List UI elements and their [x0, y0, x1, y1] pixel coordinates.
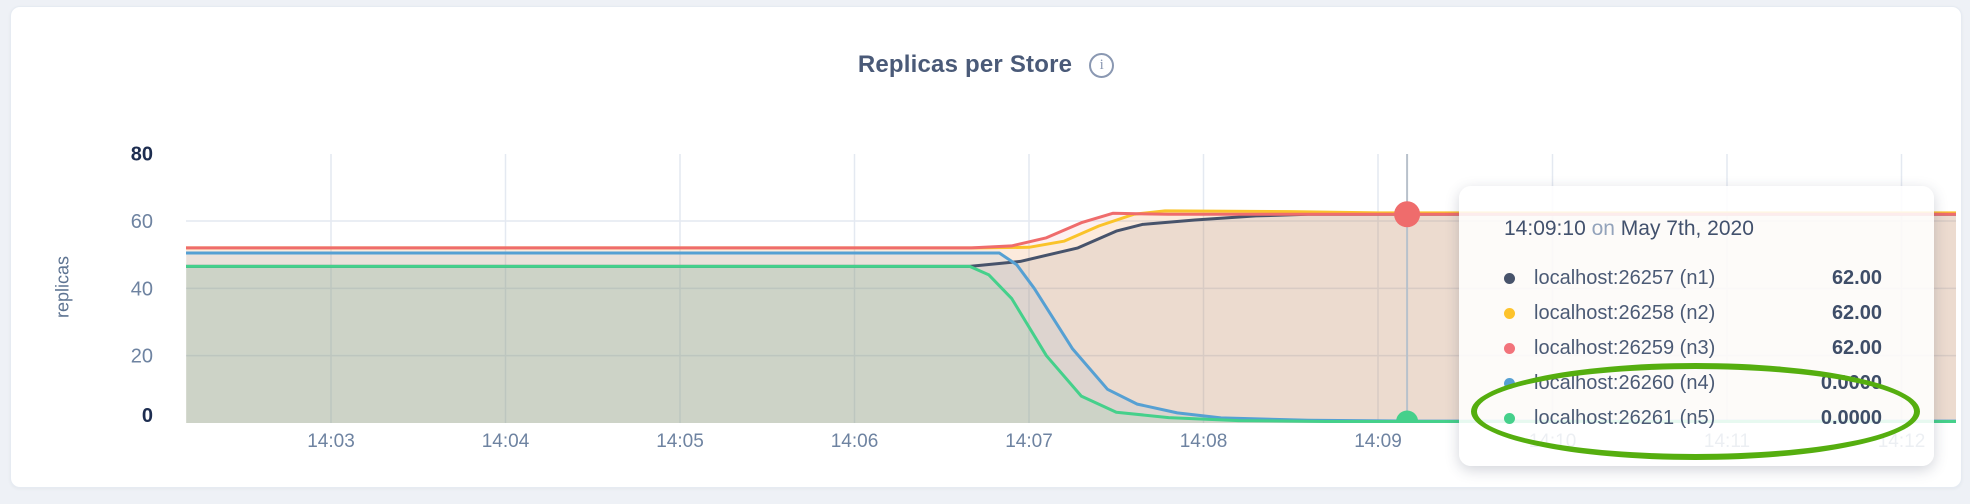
series-value: 62.00 — [1831, 337, 1882, 359]
svg-text:60: 60 — [131, 211, 153, 233]
tooltip-date: May 7th, 2020 — [1620, 217, 1754, 240]
tooltip-row: localhost:26259 (n3) 62.00 — [1504, 331, 1882, 366]
svg-text:14:06: 14:06 — [831, 431, 879, 452]
series-value: 62.00 — [1831, 267, 1882, 289]
series-color-dot — [1504, 343, 1515, 354]
svg-text:40: 40 — [131, 278, 153, 300]
info-icon[interactable]: i — [1089, 52, 1115, 78]
chart-card: Replicas per Store i replicas 0 20 40 60 80 1… — [10, 6, 1962, 488]
hover-markers — [1394, 201, 1421, 423]
series-color-dot — [1504, 308, 1515, 319]
highlight-ellipse — [1471, 363, 1920, 460]
series-color-dot — [1504, 273, 1515, 284]
tooltip-time: 14:09:10 — [1504, 217, 1586, 240]
series-lines — [186, 209, 1956, 423]
series-label: localhost:26259 (n3) — [1534, 337, 1716, 359]
chart-title: Replicas per Store — [857, 51, 1073, 78]
series-value: 62.00 — [1831, 302, 1882, 324]
svg-text:80: 80 — [131, 144, 153, 166]
tooltip-row: localhost:26257 (n1) 62.00 — [1504, 261, 1882, 296]
series-label: localhost:26257 (n1) — [1534, 267, 1716, 289]
svg-text:14:03: 14:03 — [307, 431, 355, 452]
svg-text:14:04: 14:04 — [482, 431, 530, 452]
svg-text:14:07: 14:07 — [1005, 431, 1053, 452]
tooltip-on-word: on — [1591, 217, 1615, 240]
series-label: localhost:26258 (n2) — [1534, 302, 1716, 324]
svg-text:14:09: 14:09 — [1354, 431, 1402, 452]
svg-text:0: 0 — [142, 405, 153, 427]
tooltip-row: localhost:26258 (n2) 62.00 — [1504, 296, 1882, 331]
tooltip-timestamp: 14:09:10 on May 7th, 2020 — [1504, 214, 1882, 244]
svg-text:14:08: 14:08 — [1180, 431, 1228, 452]
chart-header: Replicas per Store i — [11, 45, 1961, 85]
svg-text:14:05: 14:05 — [656, 431, 704, 452]
info-icon-glyph: i — [1099, 56, 1104, 73]
svg-text:20: 20 — [131, 346, 153, 368]
